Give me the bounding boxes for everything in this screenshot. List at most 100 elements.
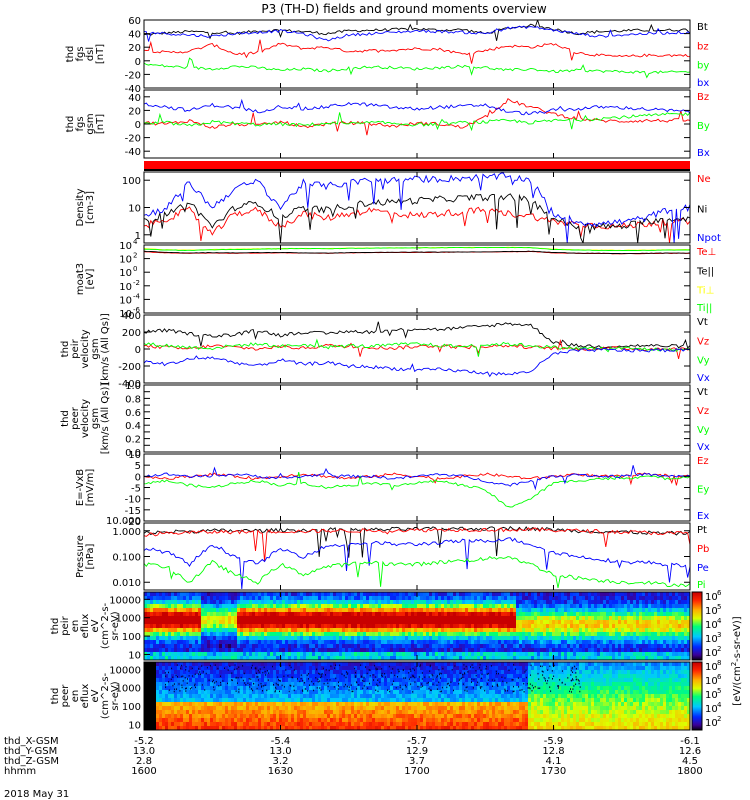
panel-peir-eflux: 10 100 1000 10000 thd peir en eflux eV (cm^2-s-sr…	[50, 591, 691, 661]
xaxis-row-label: thd_X-GSM	[4, 736, 59, 747]
panel-fgs-gsm-ylabel-line: gsm	[85, 113, 96, 134]
panel-peir-velocity-ylabel-line: peir	[70, 338, 81, 358]
panel-moat3-ytick-label: 10	[119, 268, 132, 279]
panel-peer-velocity-legend-1: Vz	[697, 406, 709, 417]
panel-moat3-legend-3: Ti||	[696, 303, 712, 314]
panel-fgs-dsl-legend-1: bz	[697, 41, 709, 52]
plot-title: P3 (TH-D) fields and ground moments over…	[261, 2, 546, 16]
panel-peer-velocity-ylabel-line: [km/s (All Qs)]	[100, 383, 111, 455]
panel-peir-eflux-ylabel-line: (cm^2-s-	[100, 602, 111, 649]
panel-peer-velocity-ylabel-line: velocity	[80, 399, 91, 438]
panel-peir-eflux-ytick-label: 10	[128, 650, 141, 661]
colorbar-upper-tick: 10	[705, 592, 718, 603]
xaxis-row-label: thd_Z-GSM	[4, 756, 59, 767]
xaxis-row-value: 1800	[677, 766, 702, 777]
panel-peer-eflux: 10 100 1000 10000 thd peer en eflux eV (cm^2-s-sr…	[50, 661, 691, 731]
panel-peer-velocity-ytick-label: 0.8	[125, 394, 141, 405]
xaxis-row-value: -5.4	[271, 736, 291, 747]
panel-peir-velocity-ylabel-line: gsm	[90, 338, 101, 359]
panel-peir-velocity-ytick-label: 0	[135, 345, 141, 356]
panel-pressure-series-2	[144, 537, 690, 590]
panel-moat3-ytick-label: 10	[119, 282, 132, 293]
panel-pressure-ytick-label: 0.100	[112, 553, 141, 564]
panel-peer-eflux-ylabel-line: (cm^2-s-	[100, 672, 111, 719]
xaxis-row-value: 13.0	[269, 746, 291, 757]
panel-peir-eflux-ylabel-line: eV	[90, 619, 101, 632]
panel-peir-velocity-legend-0: Vt	[697, 317, 708, 328]
xaxis-row-value: -5.2	[134, 736, 154, 747]
panel-fgs-dsl-ytick-label: 60	[128, 16, 141, 27]
panel-fgs-dsl-legend-2: by	[697, 61, 709, 72]
panel-fgs-gsm-series-2	[144, 98, 690, 116]
panel-fgs-dsl-ytick-label: -20	[125, 70, 141, 81]
colorbar-upper-tick: 10	[705, 606, 718, 617]
panel-fgs-dsl-ytick-label: -40	[125, 84, 141, 95]
panel-peer-velocity-legend-2: Vy	[697, 425, 710, 436]
panel-fgs-dsl-series-1	[144, 39, 690, 64]
colorbar-upper-tick-exp: 4	[717, 617, 722, 625]
panel-efield-ylabel-line: E=-VxB	[75, 469, 86, 506]
panel-efield-ytick-label: -20	[125, 517, 141, 528]
colorbar-lower-tick-exp: 4	[717, 701, 722, 709]
panel-efield-ytick-label: 10	[128, 450, 141, 461]
panel-peir-eflux-ytick-label: 100	[122, 632, 141, 643]
panel-efield-frame	[143, 453, 691, 522]
panel-moat3-legend-2: Ti⊥	[696, 286, 714, 297]
panel-pressure-ytick-label-top: 10.000	[106, 516, 141, 527]
panel-peer-eflux-ytick-label: 100	[122, 702, 141, 713]
colorbar-lower-tick: 10	[705, 676, 718, 687]
panel-peer-velocity-frame	[143, 384, 691, 453]
panel-fgs-gsm-ytick-label: -20	[125, 134, 141, 145]
panel-moat3-series-1	[144, 250, 690, 255]
panel-pressure-legend-2: Pe	[697, 563, 709, 574]
panel-fgs-gsm-ytick-label: 0	[135, 120, 141, 131]
state-bar-black	[144, 169, 690, 171]
panel-peer-velocity-ytick-label: 0.4	[125, 421, 141, 432]
panel-density-frame	[143, 171, 691, 244]
panel-peir-velocity-ylabel-line: velocity	[80, 329, 91, 368]
panel-density: 1 10 100 Density [cm-3] Ne Ni Npot	[75, 171, 721, 244]
xaxis-row-label: thd_Y-GSM	[4, 746, 57, 757]
panel-peer-eflux-ytick-label: 1000	[116, 684, 141, 695]
panel-peer-velocity: 0.0 0.2 0.4 0.6 0.8 1.0 thd peer velocity gsm [km/…	[60, 381, 710, 459]
panel-efield-ytick-label: 5	[135, 461, 141, 472]
colorbar-upper-tick-exp: 6	[717, 589, 722, 597]
panel-efield-ylabel-line: [mV/m]	[85, 469, 96, 507]
panel-pressure-legend-1: Pb	[697, 544, 709, 555]
panel-density-ytick-label: 100	[122, 176, 141, 187]
panel-peer-eflux-ytick-label: 10000	[109, 665, 141, 676]
panel-efield-legend-2: Ex	[697, 511, 709, 522]
xaxis-row-value: 1700	[404, 766, 429, 777]
colorbar-lower-tick-exp: 8	[717, 659, 721, 667]
panel-fgs-gsm-ytick-label: -40	[125, 147, 141, 158]
panel-density-legend-1: Ni	[697, 205, 707, 216]
panel-density-ytick-label: 1	[135, 231, 141, 242]
panel-fgs-dsl-ytick-label: 20	[128, 43, 141, 54]
panel-density-ylabel-line: [cm-3]	[85, 191, 96, 224]
panel-pressure-legend-0: Pt	[697, 525, 707, 536]
panel-density-legend-0: Ne	[697, 174, 711, 185]
xaxis-row-value: 3.2	[273, 756, 289, 767]
date-label: 2018 May 31	[4, 789, 69, 800]
xaxis-row-value: 1630	[268, 766, 293, 777]
panel-moat3-ytick-label: 10	[119, 241, 132, 252]
xaxis-row-value: -6.1	[680, 736, 700, 747]
panel-peir-eflux-ytick-label: 10000	[109, 595, 141, 606]
panel-moat3-ytick-exp: 2	[133, 252, 137, 260]
panel-fgs-dsl-ytick-label: 40	[128, 30, 141, 41]
colorbar-lower-tick-exp: 6	[717, 673, 722, 681]
panel-peir-velocity-series-0	[144, 321, 690, 349]
panel-peir-velocity-ylabel-line: [km/s (All Qs)]	[100, 313, 111, 385]
panel-peer-velocity-ylabel-line: peer	[70, 406, 81, 430]
xaxis-row-value: 1730	[541, 766, 566, 777]
panel-moat3-legend-0: Te⊥	[696, 247, 716, 258]
panel-efield-ytick-label: -5	[131, 484, 141, 495]
panel-peer-eflux-ytick-label: 10	[128, 720, 141, 731]
panel-fgs-dsl-ytick-label: 0	[135, 57, 141, 68]
colorbar: 10 610 510 410 310 210 810 610 510 410 2[eV/(cm2-s…	[691, 589, 743, 731]
panel-moat3-ylabel-line: moat3	[75, 263, 86, 295]
panel-fgs-gsm-ytick-label: 20	[128, 106, 141, 117]
xaxis-row-value: 2.8	[136, 756, 152, 767]
